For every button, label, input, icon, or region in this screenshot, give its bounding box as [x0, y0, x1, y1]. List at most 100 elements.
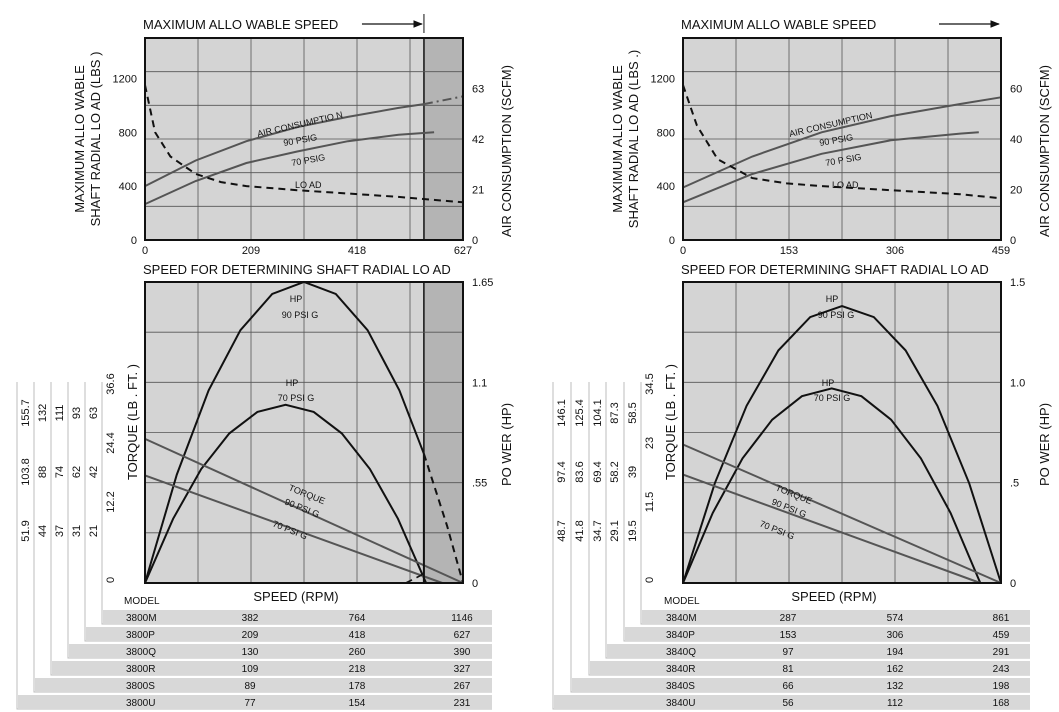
- speed-cell: 109: [242, 664, 259, 675]
- table-row-band: [572, 678, 1030, 692]
- torque-tick-label: 39: [627, 466, 639, 478]
- model-name-cell: 3840P: [666, 630, 695, 641]
- bottom-plot-frame: [682, 281, 1002, 584]
- power-tick-label: .55: [472, 478, 487, 490]
- top-left-y-tick-label: 800: [657, 127, 675, 139]
- table-row-band: [625, 627, 1030, 641]
- top-left-y-tick-label: 800: [119, 127, 137, 139]
- torque-tick-label: 34.7: [592, 520, 604, 541]
- hp-70-label: HP: [286, 378, 299, 388]
- torque-tick-label: 132: [37, 404, 49, 422]
- top-series-line-1: [423, 95, 464, 106]
- top-left-y-tick-label: 1200: [651, 73, 675, 85]
- top-left-y-tick-label: 400: [119, 181, 137, 193]
- top-right-axis-title: AIR CONSUMPTION (SCFM): [1037, 65, 1052, 237]
- speed-cell: 198: [993, 681, 1010, 692]
- model-name-cell: 3800M: [126, 613, 157, 624]
- torque-tick-label: 63: [88, 407, 100, 419]
- speed-cell: 574: [887, 613, 904, 624]
- speed-cell: 132: [887, 681, 904, 692]
- speed-cell: 390: [454, 647, 471, 658]
- bottom-series-line-0: [144, 280, 425, 584]
- top-left-axis-title: MAXIMUM ALLO WABLESHAFT RADIAL LO AD (LB…: [72, 52, 103, 227]
- bottom-series-line-1: [422, 453, 464, 584]
- power-tick-label: .5: [1010, 478, 1019, 490]
- torque-tick-label: 31: [71, 525, 83, 537]
- torque-tick-label: 93: [71, 407, 83, 419]
- top-series-line-0: [144, 103, 425, 187]
- top-x-tick-label: 0: [680, 245, 686, 257]
- torque-tick-label: 58.5: [627, 402, 639, 423]
- torque-tick-label: 24.4: [105, 432, 117, 453]
- top-left-y-tick-label: 0: [131, 235, 137, 247]
- max-speed-label: MAXIMUM ALLO WABLE SPEED: [681, 17, 876, 32]
- torque-tick-label: 83.6: [574, 461, 586, 482]
- speed-cell: 287: [780, 613, 797, 624]
- table-row-band: [35, 678, 492, 692]
- power-axis-title: PO WER (HP): [499, 403, 514, 486]
- hp-70-label: HP: [822, 378, 835, 388]
- top-plot-frame: [144, 37, 464, 241]
- torque-tick-label: 51.9: [20, 520, 32, 541]
- torque-tick-label: 111: [54, 405, 66, 422]
- model-name-cell: 3800Q: [126, 647, 156, 658]
- speed-cell: 209: [242, 630, 259, 641]
- speed-cell: 231: [454, 698, 471, 709]
- torque-tick-label: 37: [54, 525, 66, 537]
- table-row-band: [86, 627, 492, 641]
- torque-tick-label: 103.8: [20, 458, 32, 486]
- top-x-axis-title: SPEED FOR DETERMINING SHAFT RADIAL LO AD: [143, 262, 451, 277]
- torque-tick-label: 29.1: [609, 520, 621, 541]
- power-tick-label: 1.0: [1010, 377, 1025, 389]
- speed-cell: 77: [244, 698, 256, 709]
- speed-cell: 382: [242, 613, 259, 624]
- torque-tick-label: 23: [644, 437, 656, 449]
- top-x-axis-title: SPEED FOR DETERMINING SHAFT RADIAL LO AD: [681, 262, 989, 277]
- torque-tick-label: 97.4: [556, 461, 568, 482]
- speed-cell: 764: [349, 613, 366, 624]
- top-left-axis-title-line: SHAFT RADIAL LO AD (LBS .): [626, 50, 641, 228]
- top-right-y-tick-label: 60: [1010, 84, 1022, 96]
- top-right-y-tick-label: 0: [1010, 235, 1016, 247]
- torque-dashed-extension: [405, 573, 425, 584]
- speed-cell: 1146: [451, 613, 473, 624]
- power-tick-label: 1.65: [472, 277, 493, 289]
- power-tick-label: 0: [1010, 578, 1016, 590]
- bottom-series-line-2: [144, 403, 428, 584]
- torque-tick-label: 0: [105, 577, 117, 583]
- bottom-series-line-4: [144, 474, 443, 584]
- model-name-cell: 3800P: [126, 630, 155, 641]
- torque-tick-label: 104.1: [592, 399, 604, 427]
- top-x-tick-label: 459: [992, 245, 1010, 257]
- power-tick-label: 1.5: [1010, 277, 1025, 289]
- speed-cell: 327: [454, 664, 471, 675]
- speed-cell: 178: [349, 681, 366, 692]
- top-left-axis-title: MAXIMUM ALLO WABLESHAFT RADIAL LO AD (LB…: [610, 50, 641, 228]
- hp-90-psig-label: 90 PSI G: [818, 310, 855, 320]
- torque-tick-label: 34.5: [644, 373, 656, 394]
- torque-tick-label: 58.2: [609, 461, 621, 482]
- model-name-cell: 3800R: [126, 664, 155, 675]
- top-right-axis-title: AIR CONSUMPTION (SCFM): [499, 65, 514, 237]
- hp-90-label: HP: [290, 294, 303, 304]
- load-curve-label: LO AD: [832, 180, 859, 190]
- table-row-band: [18, 695, 492, 709]
- speed-cell: 306: [887, 630, 904, 641]
- top-x-tick-label: 209: [242, 245, 260, 257]
- speed-cell: 130: [242, 647, 259, 658]
- torque-tick-label: 69.4: [592, 461, 604, 482]
- torque-tick-label: 36.6: [105, 373, 117, 394]
- speed-cell: 162: [887, 664, 904, 675]
- table-row-band: [69, 644, 492, 658]
- speed-cell: 112: [887, 698, 903, 709]
- speed-axis-title: SPEED (RPM): [253, 589, 338, 604]
- bottom-series-line-0: [682, 305, 1002, 584]
- speed-cell: 97: [782, 647, 794, 658]
- speed-cell: 218: [349, 664, 366, 675]
- model-name-cell: 3800U: [126, 698, 155, 709]
- bottom-plot-frame: [144, 281, 464, 584]
- table-row-band: [103, 610, 492, 624]
- top-right-y-tick-label: 21: [472, 185, 484, 197]
- speed-cell: 56: [782, 698, 794, 709]
